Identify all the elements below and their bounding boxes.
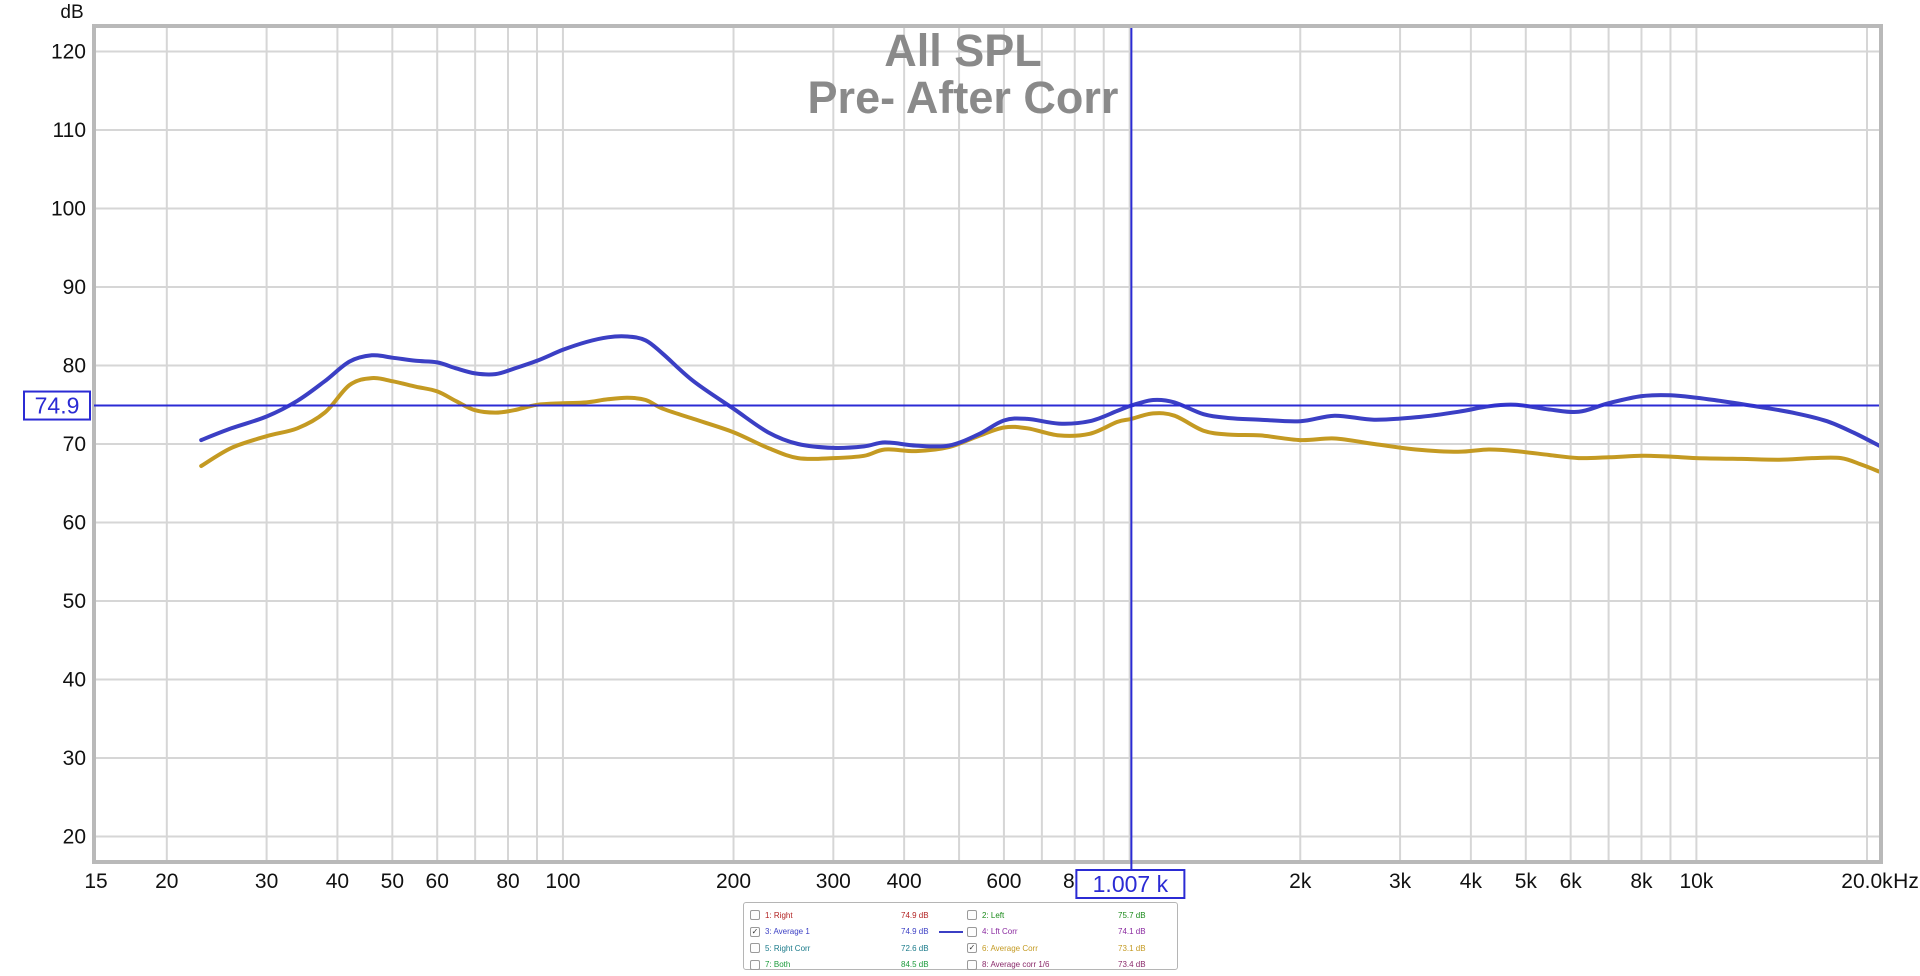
- legend-item-name: 2: Left: [982, 910, 1005, 920]
- legend-item-value: 73.1 dB: [1118, 943, 1146, 953]
- series-layer: [199, 334, 1879, 474]
- legend-panel: 1: Right 74.9 dB 2: Left 75.7 dB ✓ 3: Average…: [743, 902, 1178, 970]
- legend-checkbox[interactable]: [967, 910, 977, 921]
- x-tick-label: 100: [545, 870, 580, 893]
- legend-item-name: 6: Average Corr: [982, 943, 1038, 953]
- chart-title: All SPL: [884, 25, 1042, 76]
- y-tick-label: 20: [63, 825, 86, 848]
- chart-subtitle: Pre- After Corr: [808, 72, 1119, 123]
- cursor-y-readout-box: [23, 390, 91, 421]
- x-tick-label: 5k: [1515, 870, 1538, 893]
- legend-checkbox[interactable]: ✓: [750, 926, 760, 937]
- y-tick-label: 30: [63, 747, 86, 770]
- y-tick-label: 80: [63, 355, 86, 378]
- x-tick-label: 80: [496, 870, 519, 893]
- legend-item-value: 74.1 dB: [1118, 927, 1146, 937]
- plot-frame: [92, 24, 1883, 864]
- x-tick-label: 20.0k: [1841, 870, 1893, 893]
- legend-item-name: 7: Both: [765, 960, 791, 970]
- x-tick-label: 15: [84, 870, 107, 893]
- x-tick-label: 200: [716, 870, 751, 893]
- series-line-average-1: [199, 334, 1879, 450]
- x-tick-label: 300: [816, 870, 851, 893]
- cursor-x-readout-box: [1075, 869, 1186, 899]
- legend-item-value: 75.7 dB: [1118, 910, 1146, 920]
- grid-layer: [96, 28, 1879, 860]
- y-tick-label: 90: [63, 276, 86, 299]
- x-tick-label: 2k: [1289, 870, 1312, 893]
- legend-checkbox[interactable]: [750, 943, 760, 954]
- x-tick-label: 10k: [1679, 870, 1713, 893]
- y-unit-label: dB: [60, 2, 83, 23]
- legend-item-name: 4: Lft Corr: [982, 927, 1018, 937]
- x-tick-label: 40: [326, 870, 349, 893]
- x-tick-label: 50: [381, 870, 404, 893]
- y-tick-label: 110: [53, 119, 86, 142]
- axis-ticks-layer: 20 30 40 50 60 70 80 90 100 110 120 15 20 30 40 50 60 80 1…: [51, 41, 1893, 893]
- legend-item-value: 72.6 dB: [901, 943, 929, 953]
- legend-checkbox[interactable]: [967, 926, 977, 937]
- series-line-average-corr: [199, 375, 1879, 474]
- y-tick-label: 50: [63, 590, 86, 613]
- x-unit-label: Hz: [1893, 870, 1919, 893]
- legend-checkbox[interactable]: [750, 959, 760, 970]
- x-tick-label: 600: [986, 870, 1021, 893]
- y-tick-label: 40: [63, 668, 86, 691]
- cursor-x-readout: 1.007 k: [1093, 871, 1169, 897]
- legend-checkbox[interactable]: [967, 959, 977, 970]
- legend-item-name: 5: Right Corr: [765, 943, 811, 953]
- x-tick-label: 60: [426, 870, 449, 893]
- legend-grid: 1: Right 74.9 dB 2: Left 75.7 dB ✓ 3: Average…: [750, 907, 1171, 973]
- y-tick-label: 70: [63, 433, 86, 456]
- y-tick-label: 60: [63, 511, 86, 534]
- legend-item-name: 1: Right: [765, 910, 793, 920]
- legend-item-value: 74.9 dB: [901, 927, 929, 937]
- legend-checkbox[interactable]: ✓: [967, 943, 977, 954]
- legend-swatch-cell: [939, 930, 967, 933]
- x-tick-label: 400: [887, 870, 922, 893]
- x-tick-label: 20: [155, 870, 178, 893]
- legend-checkbox[interactable]: [750, 910, 760, 921]
- y-tick-label: 120: [51, 41, 86, 64]
- legend-item-name: 3: Average 1: [765, 927, 810, 937]
- x-tick-label: 30: [255, 870, 278, 893]
- legend-item-value: 84.5 dB: [901, 960, 929, 970]
- x-tick-label: 3k: [1389, 870, 1412, 893]
- legend-swatch: [939, 930, 963, 933]
- legend-item-value: 73.4 dB: [1118, 960, 1146, 970]
- y-tick-label: 100: [51, 198, 86, 221]
- legend-item-value: 74.9 dB: [901, 910, 929, 920]
- x-tick-label: 6k: [1560, 870, 1583, 893]
- x-tick-label: 4k: [1460, 870, 1483, 893]
- cursor-y-readout: 74.9: [35, 393, 80, 419]
- x-tick-label: 8k: [1630, 870, 1653, 893]
- cursor-layer[interactable]: 74.9 1.007 k: [23, 28, 1879, 899]
- legend-item-name: 8: Average corr 1/6: [982, 960, 1050, 970]
